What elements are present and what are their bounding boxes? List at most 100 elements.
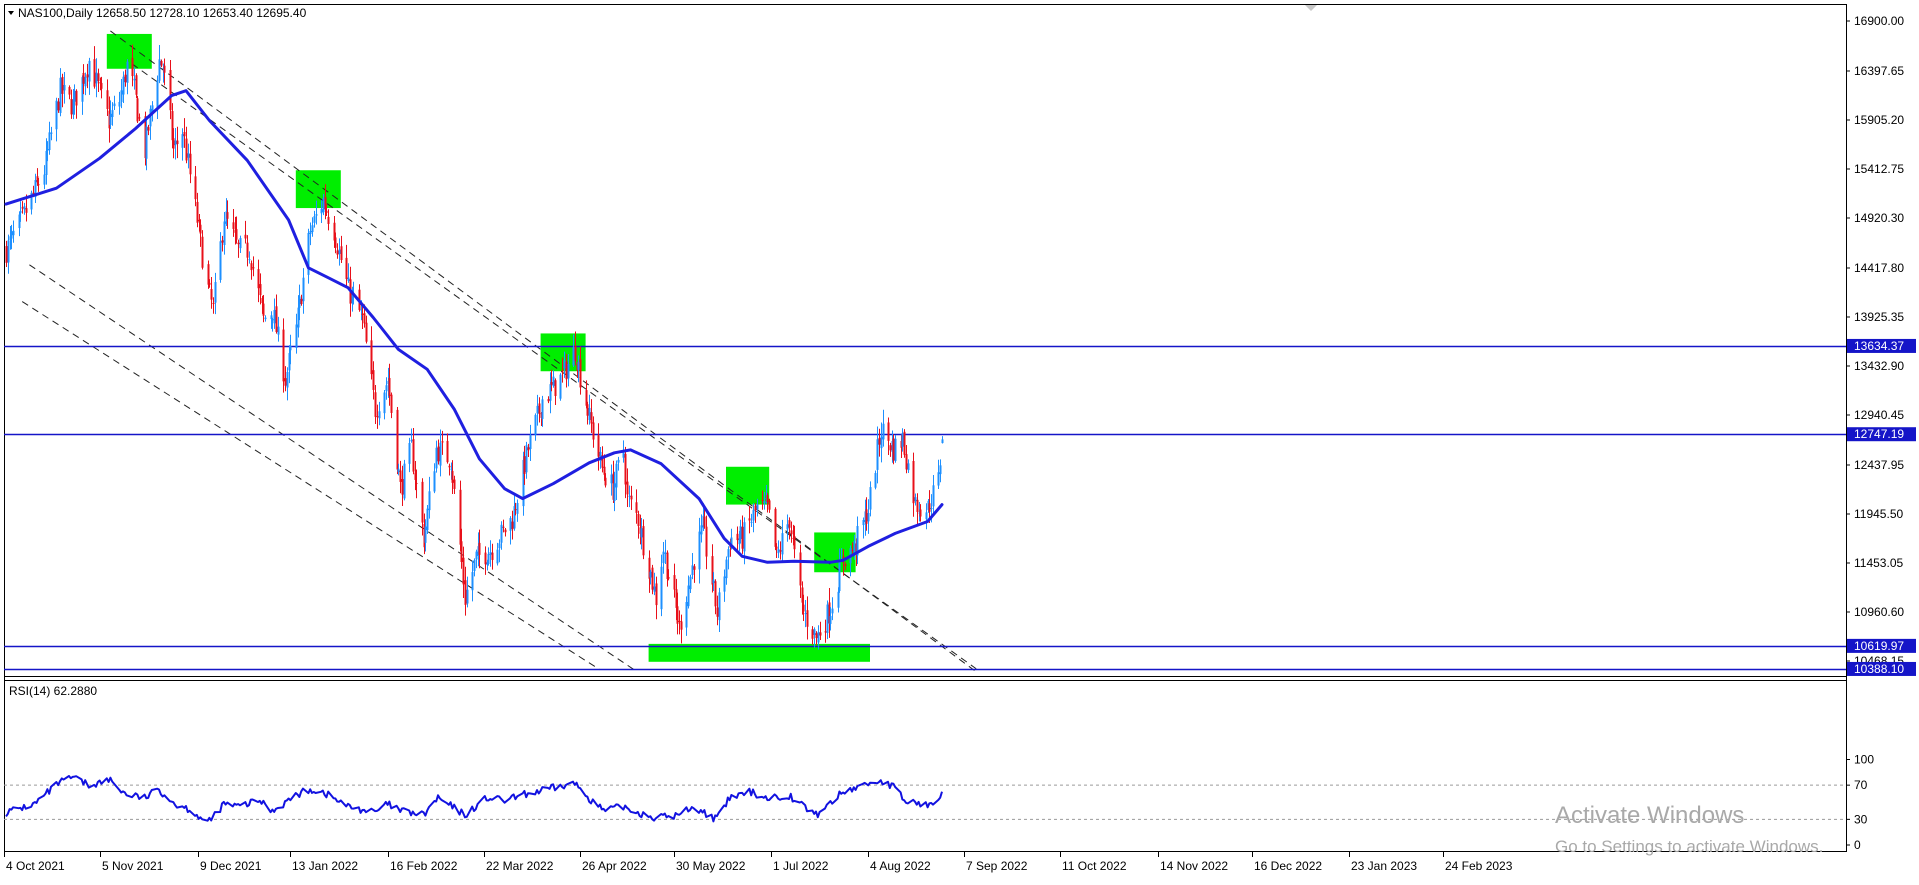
candle xyxy=(925,503,928,530)
candle xyxy=(626,468,629,507)
candle xyxy=(604,473,607,488)
candle-body xyxy=(264,317,267,320)
candle-body xyxy=(579,359,582,388)
candle xyxy=(901,428,904,452)
candle-body xyxy=(45,150,48,175)
candle xyxy=(754,503,757,523)
candle xyxy=(471,560,474,602)
candle xyxy=(903,429,906,458)
candle-body xyxy=(160,61,163,66)
candle-body xyxy=(559,374,562,399)
candle-body xyxy=(572,347,575,366)
candle-body xyxy=(653,586,656,592)
candle xyxy=(788,517,791,540)
price-level-tag xyxy=(1847,661,1916,676)
candle xyxy=(309,222,312,246)
candle-body xyxy=(813,629,816,635)
candle xyxy=(662,542,665,574)
candle-body xyxy=(617,459,620,463)
candle-body xyxy=(307,232,310,275)
candle xyxy=(887,417,890,455)
candle-body xyxy=(775,546,778,549)
candle-body xyxy=(799,552,802,586)
candle xyxy=(793,525,796,559)
candle xyxy=(824,619,827,643)
candle-body xyxy=(878,437,881,445)
candle-body xyxy=(185,138,188,161)
candle-body xyxy=(829,616,832,624)
candle-body xyxy=(523,456,526,474)
collapse-arrow-icon[interactable] xyxy=(8,11,14,15)
candle xyxy=(763,491,766,510)
candle-body xyxy=(498,543,501,549)
candle-body xyxy=(622,450,625,458)
candle xyxy=(504,528,507,537)
candle xyxy=(781,519,784,562)
price-level-tag-label: 10619.97 xyxy=(1854,639,1904,653)
chart-shift-marker-icon[interactable] xyxy=(1305,5,1317,11)
candle xyxy=(552,370,555,388)
candle xyxy=(138,113,141,122)
time-tick-label: 24 Feb 2023 xyxy=(1445,859,1513,873)
candle-body xyxy=(597,435,600,457)
channel-line-3[interactable] xyxy=(29,264,635,671)
candle-body xyxy=(378,411,381,419)
candle xyxy=(756,498,759,517)
price-tick-label: 15412.75 xyxy=(1854,162,1904,176)
candle xyxy=(856,516,859,565)
candle-body xyxy=(196,201,199,223)
symbol-info-text: NAS100,Daily 12658.50 12728.10 12653.40 … xyxy=(18,6,307,20)
candle xyxy=(550,369,553,392)
candle-body xyxy=(826,604,829,634)
candle xyxy=(208,279,211,288)
candle-body xyxy=(716,607,719,617)
candle-body xyxy=(336,250,339,255)
candle-body xyxy=(223,221,226,246)
highlight-zone-2 xyxy=(295,170,341,209)
channel-line-2[interactable] xyxy=(131,63,977,670)
candle xyxy=(252,256,255,277)
candle xyxy=(802,594,805,621)
candle-body xyxy=(667,577,670,579)
candle-body xyxy=(464,580,467,605)
candle-body xyxy=(599,451,602,461)
candle-body xyxy=(320,209,323,214)
candle xyxy=(187,143,190,169)
candle xyxy=(727,546,730,570)
candle-body xyxy=(232,222,235,229)
candle xyxy=(403,459,406,501)
candle xyxy=(414,461,417,491)
channel-line-4[interactable] xyxy=(21,301,601,671)
candle xyxy=(374,384,377,424)
candle xyxy=(441,430,444,455)
candle-body xyxy=(212,302,215,304)
candle-body xyxy=(811,629,814,639)
rsi-line[interactable] xyxy=(5,775,943,823)
candle-body xyxy=(270,315,273,320)
candle xyxy=(464,566,467,616)
candle-body xyxy=(61,76,64,94)
candle xyxy=(275,294,278,334)
candle xyxy=(790,521,793,543)
candle-body xyxy=(824,631,827,633)
candle-body xyxy=(171,111,174,141)
candle xyxy=(97,68,100,92)
candle xyxy=(889,442,892,457)
candle-body xyxy=(552,376,555,386)
candle-body xyxy=(766,495,769,502)
candle-body xyxy=(901,433,904,447)
time-tick-label: 1 Jul 2022 xyxy=(773,859,829,873)
candle xyxy=(12,220,15,243)
candle xyxy=(653,572,656,596)
moving-average-line[interactable] xyxy=(4,89,944,564)
price-level-tag-label: 13634.37 xyxy=(1854,339,1904,353)
candle-body xyxy=(315,214,318,216)
candle xyxy=(698,517,701,584)
candle xyxy=(685,596,688,636)
candle-body xyxy=(649,571,652,578)
candle-body xyxy=(756,504,759,510)
candle-body xyxy=(693,566,696,570)
candle xyxy=(336,243,339,259)
candle xyxy=(496,542,499,566)
